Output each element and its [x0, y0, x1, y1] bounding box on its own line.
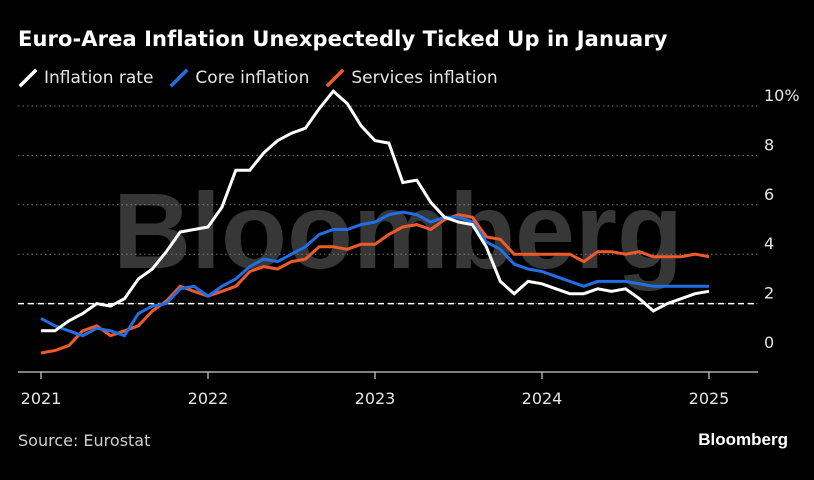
x-tick-label-2025: 2025 — [689, 389, 730, 408]
x-tick-label-2022: 2022 — [188, 389, 229, 408]
legend-label-inflation-rate: Inflation rate — [44, 68, 154, 88]
legend-swatch-services-inflation — [325, 68, 345, 88]
legend-swatch-inflation-rate — [18, 68, 38, 88]
legend-item-services-inflation: Services inflation — [325, 68, 498, 88]
y-tick-label-4: 4 — [764, 234, 774, 253]
y-tick-label-0: 0 — [764, 333, 774, 352]
y-tick-label-8: 8 — [764, 135, 774, 154]
series-line-services-inflation — [40, 213, 710, 355]
x-tick-label-2023: 2023 — [355, 389, 396, 408]
series-layer — [40, 89, 710, 355]
y-tick-label-2: 2 — [764, 284, 774, 303]
legend-item-core-inflation: Core inflation — [169, 68, 309, 88]
series-line-inflation-rate — [41, 89, 710, 333]
x-tick-label-2021: 2021 — [21, 389, 62, 408]
y-tick-label-6: 6 — [764, 185, 774, 204]
y-tick-label-10: 10% — [764, 86, 800, 105]
bloomberg-logo: Bloomberg — [698, 430, 788, 449]
legend-item-inflation-rate: Inflation rate — [18, 68, 153, 88]
axis-layer: 2021 2022 2023 2024 2025 0 2 4 6 8 10% — [18, 86, 800, 408]
source-note: Source: Eurostat — [18, 431, 151, 450]
chart-title: Euro-Area Inflation Unexpectedly Ticked … — [18, 27, 668, 51]
series-line-core-inflation — [40, 210, 709, 338]
legend-label-core-inflation: Core inflation — [195, 68, 310, 88]
legend: Inflation rate Core inflation Services i… — [18, 68, 514, 88]
x-tick-label-2024: 2024 — [522, 389, 563, 408]
legend-label-services-inflation: Services inflation — [351, 68, 498, 88]
legend-swatch-core-inflation — [169, 68, 189, 88]
